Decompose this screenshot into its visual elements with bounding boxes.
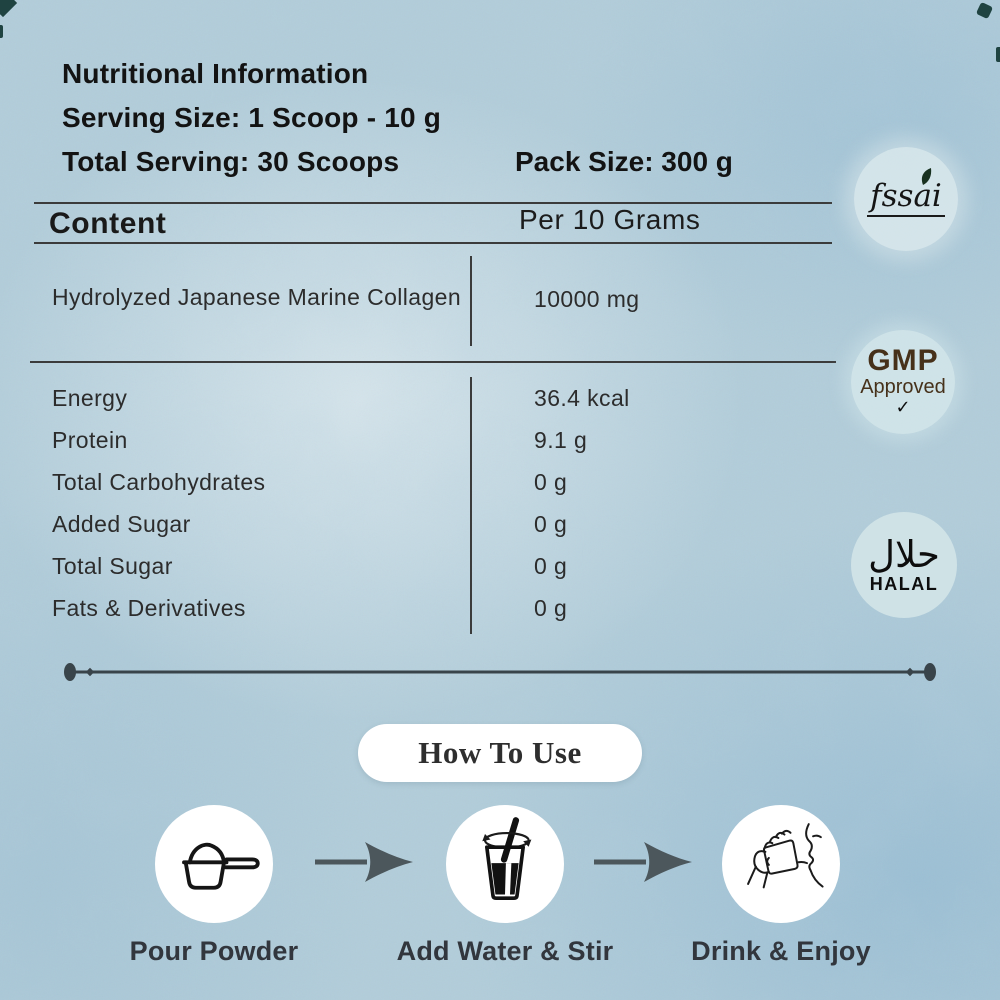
nutrient-label: Energy	[52, 385, 128, 411]
glass-stir-icon	[482, 817, 532, 900]
pack-size-text: Pack Size: 300 g	[515, 146, 733, 177]
table-row: Total Carbohydrates 0 g	[0, 468, 1000, 496]
table-row: Total Sugar 0 g	[0, 552, 1000, 580]
check-icon: ✓	[895, 397, 911, 418]
nutrient-value: 9.1 g	[534, 427, 588, 453]
table-rule-separator	[30, 361, 836, 363]
nutrient-label: Total Sugar	[52, 553, 173, 579]
step-circle-drink	[722, 805, 840, 923]
step-label-add-water-stir: Add Water & Stir	[396, 936, 614, 966]
halal-badge: حلال HALAL	[851, 512, 957, 618]
page-title: Nutritional Information	[62, 58, 369, 89]
nutrient-value: 36.4 kcal	[534, 385, 630, 411]
arrow-right-icon	[315, 842, 413, 882]
header-block: Nutritional Information Serving Size: 1 …	[62, 52, 441, 184]
corner-accent-left-edge	[0, 25, 3, 38]
ingredient-value: 10000 mg	[534, 286, 640, 312]
corner-accent-right-edge	[996, 47, 1000, 62]
table-rule-top	[34, 202, 832, 204]
table-column-divider-upper	[470, 256, 472, 346]
step-label-drink-enjoy: Drink & Enjoy	[691, 936, 871, 966]
corner-accent-top-left	[0, 0, 18, 18]
step-circle-add-water	[446, 805, 564, 923]
column-header-per-10-grams: Per 10 Grams	[519, 204, 701, 235]
nutrient-label: Added Sugar	[52, 511, 191, 537]
leaf-icon	[921, 168, 932, 185]
nutrient-value: 0 g	[534, 469, 568, 495]
fssai-badge: fssai	[854, 147, 958, 251]
nutrient-label: Fats & Derivatives	[52, 595, 246, 621]
nutrient-value: 0 g	[534, 553, 568, 579]
nutrient-value: 0 g	[534, 595, 568, 621]
drink-icon	[747, 823, 824, 889]
serving-size-text: Serving Size: 1 Scoop - 10 g	[62, 102, 442, 133]
nutrient-label: Total Carbohydrates	[52, 469, 266, 495]
table-row: Protein 9.1 g	[0, 426, 1000, 454]
halal-label: HALAL	[869, 574, 939, 595]
table-column-divider-lower	[470, 377, 472, 634]
ingredient-label: Hydrolyzed Japanese Marine Collagen	[52, 284, 462, 310]
nutrient-value: 0 g	[534, 511, 568, 537]
section-divider	[64, 663, 936, 681]
table-rule-header-bottom	[34, 242, 832, 244]
halal-arabic-text: حلال	[868, 532, 940, 576]
gmp-title: GMP	[867, 344, 939, 377]
how-to-use-title: How To Use	[358, 724, 642, 782]
column-header-content: Content	[49, 207, 167, 240]
scoop-icon	[182, 842, 260, 890]
total-serving-text: Total Serving: 30 Scoops	[62, 146, 400, 177]
gmp-subtitle: Approved	[860, 376, 946, 398]
table-row: Added Sugar 0 g	[0, 510, 1000, 538]
table-row: Energy 36.4 kcal	[0, 384, 1000, 412]
fssai-logo-text: fssai	[867, 181, 945, 217]
gmp-approved-badge: GMP Approved ✓	[851, 330, 955, 434]
nutrient-label: Protein	[52, 427, 128, 453]
table-row: Fats & Derivatives 0 g	[0, 594, 1000, 622]
step-circle-pour-powder	[155, 805, 273, 923]
arrow-right-icon	[594, 842, 692, 882]
step-label-pour-powder: Pour Powder	[129, 936, 299, 966]
corner-accent-top-right	[975, 1, 994, 20]
